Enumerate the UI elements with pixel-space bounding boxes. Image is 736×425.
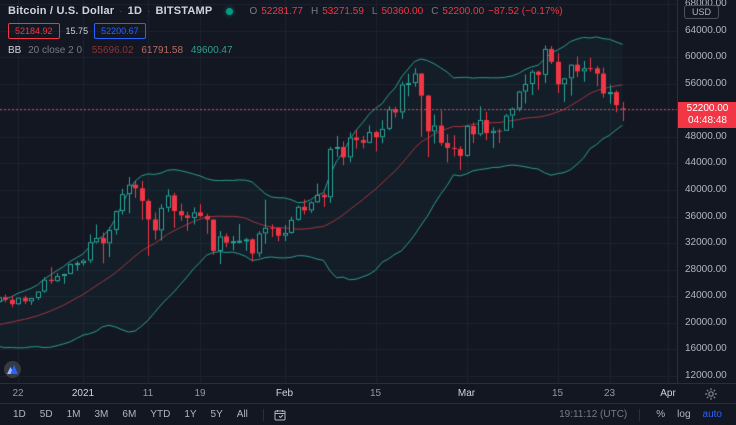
provider-logo[interactable] [4, 361, 21, 378]
time-tick-label: 15 [369, 388, 382, 399]
symbol-title[interactable]: Bitcoin / U.S. Dollar [8, 5, 115, 17]
range-button-5y[interactable]: 5Y [210, 409, 223, 420]
range-button-3m[interactable]: 3M [94, 409, 109, 420]
axis-settings-gear-icon[interactable] [704, 387, 718, 401]
close-letter: C [431, 5, 439, 17]
price-tick-label: 32000.00 [685, 237, 727, 249]
bb-lower-value: 49600.47 [190, 45, 233, 56]
price-tick-label: 20000.00 [685, 316, 727, 328]
open-value: 52281.77 [261, 5, 303, 17]
open-letter: O [249, 5, 258, 17]
time-tick-label: 11 [142, 388, 154, 399]
time-tick-label: 19 [194, 388, 206, 399]
range-button-5d[interactable]: 5D [39, 409, 53, 420]
log-scale-button[interactable]: log [677, 409, 691, 420]
price-tick-label: 68000.00 [685, 0, 727, 9]
price-tick-label: 36000.00 [685, 210, 727, 222]
price-tick-label: 12000.00 [685, 369, 727, 381]
trade-buttons-row: 52184.92 15.75 52200.67 [8, 23, 563, 39]
price-axis[interactable]: USD 52200.00 04:48:48 68000.00 64000.00 60… [677, 0, 736, 383]
mountain-logo-icon [7, 365, 18, 374]
price-tick-label: 16000.00 [685, 343, 727, 355]
separator: · [119, 5, 123, 17]
time-tick-label: 23 [603, 388, 616, 399]
high-letter: H [310, 5, 319, 17]
time-tick-label: 2021 [71, 388, 95, 399]
range-button-ytd[interactable]: YTD [150, 409, 171, 420]
toolbar-divider [639, 408, 641, 421]
calendar-icon [274, 409, 286, 420]
price-tick-label: 60000.00 [685, 51, 727, 63]
symbol-legend-row[interactable]: Bitcoin / U.S. Dollar · 1D · BITSTAMP O … [8, 5, 563, 17]
low-letter: L [371, 5, 378, 17]
high-value: 53271.59 [322, 5, 364, 17]
indicator-params: 20 close 2 0 [28, 45, 83, 56]
market-open-icon[interactable] [226, 7, 234, 15]
time-tick-label: Feb [275, 388, 294, 399]
close-value: 52200.00 [442, 5, 485, 17]
date-range-buttons: 1D 5D 1M 3M 6M YTD 1Y 5Y All [6, 407, 255, 422]
time-axis[interactable]: 22 2021 11 19 Feb 15 Mar 15 23 Apr [0, 383, 736, 403]
spread-value: 15.75 [65, 26, 89, 36]
price-chart[interactable] [0, 0, 677, 383]
bar-countdown: 04:48:48 [688, 114, 727, 126]
last-price-value: 52200.00 [686, 102, 729, 114]
change-value: −87.52 (−0.17%) [488, 5, 563, 17]
indicator-legend-row[interactable]: BB 20 close 2 0 55696.02 61791.58 49600.… [8, 45, 563, 56]
interval-label[interactable]: 1D [127, 5, 143, 17]
time-tick-label: 22 [12, 388, 24, 399]
range-button-1d[interactable]: 1D [13, 409, 26, 420]
price-tick-label: 24000.00 [685, 290, 727, 302]
range-button-1y[interactable]: 1Y [184, 409, 197, 420]
auto-scale-button[interactable]: auto [702, 409, 722, 420]
bb-basis-value: 55696.02 [91, 45, 134, 56]
range-button-all[interactable]: All [236, 409, 248, 420]
bb-upper-value: 61791.58 [141, 45, 184, 56]
separator: · [147, 5, 151, 17]
percent-scale-button[interactable]: % [656, 409, 666, 420]
price-tick-label: 56000.00 [685, 77, 727, 89]
sell-button[interactable]: 52184.92 [8, 23, 60, 39]
price-tick-label: 48000.00 [685, 130, 727, 142]
clock-utc[interactable]: 19:11:12 (UTC) [559, 409, 628, 420]
currency-button[interactable]: USD [684, 5, 720, 19]
time-tick-label: Apr [660, 388, 676, 399]
chart-legend: Bitcoin / U.S. Dollar · 1D · BITSTAMP O … [8, 5, 563, 56]
time-tick-label: 15 [551, 388, 564, 399]
bottom-toolbar: 1D 5D 1M 3M 6M YTD 1Y 5Y All 19:11:12 (UTC) % lo… [0, 403, 736, 425]
range-button-6m[interactable]: 6M [122, 409, 137, 420]
price-tick-label: 64000.00 [685, 24, 727, 36]
exchange-label[interactable]: BITSTAMP [155, 5, 213, 17]
price-tick-label: 44000.00 [685, 157, 727, 169]
range-button-1m[interactable]: 1M [66, 409, 81, 420]
last-price-label: 52200.00 04:48:48 [678, 101, 736, 128]
price-tick-label: 28000.00 [685, 263, 727, 275]
low-value: 50360.00 [381, 5, 424, 17]
go-to-date-button[interactable] [262, 408, 286, 421]
indicator-name[interactable]: BB [8, 45, 22, 56]
time-tick-label: Mar [457, 388, 476, 399]
buy-button[interactable]: 52200.67 [94, 23, 146, 39]
price-tick-label: 40000.00 [685, 183, 727, 195]
